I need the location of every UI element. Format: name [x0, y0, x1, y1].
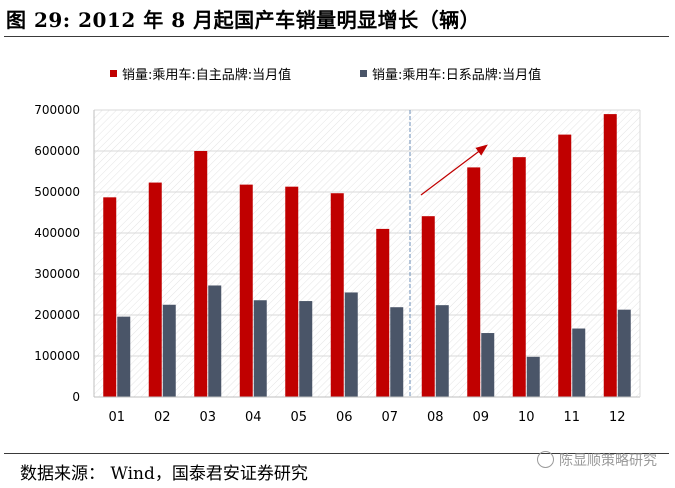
x-tick-label: 02 [154, 410, 171, 425]
bar [481, 333, 495, 397]
bar [239, 184, 253, 397]
legend-label: 销量:乘用车:自主品牌:当月值 [122, 67, 291, 83]
y-tick-label: 300000 [34, 267, 80, 281]
bar [376, 228, 390, 397]
bar [526, 356, 540, 397]
bar [194, 151, 208, 397]
trend-arrow [420, 144, 488, 196]
data-source: 数据来源： Wind，国泰君安证券研究 [20, 464, 308, 484]
bar [162, 304, 176, 397]
legend-label: 销量:乘用车:日系品牌:当月值 [372, 67, 541, 83]
tick-labels: 0 100000 200000 300000 400000 500000 600000 700… [34, 103, 625, 425]
y-tick-label: 600000 [34, 144, 80, 158]
x-tick-label: 05 [290, 410, 307, 425]
bar [148, 182, 162, 397]
watermark: 陈显顺策略研究 [537, 450, 657, 470]
x-tick-label: 01 [108, 410, 125, 425]
figure-title: 图 29: 2012 年 8 月起国产车销量明显增长（辆） [6, 8, 481, 32]
x-tick-label: 07 [381, 410, 398, 425]
bar [603, 114, 617, 397]
y-tick-label: 100000 [34, 349, 80, 363]
bar [117, 316, 131, 397]
bar [208, 285, 222, 397]
x-tick-label: 03 [199, 410, 216, 425]
bar [330, 193, 344, 397]
source-rule [4, 453, 669, 454]
plot-area [94, 110, 640, 397]
wechat-icon [537, 451, 554, 468]
bar [512, 157, 526, 397]
legend-swatch [110, 70, 117, 77]
bar [467, 167, 481, 397]
axes [93, 109, 641, 398]
bar [285, 186, 299, 397]
bar [344, 292, 358, 397]
y-tick-label: 0 [72, 390, 80, 404]
bar [617, 309, 631, 397]
watermark-text: 陈显顺策略研究 [559, 453, 657, 469]
x-tick-label: 04 [245, 410, 262, 425]
y-tick-label: 700000 [34, 103, 80, 117]
y-tick-label: 200000 [34, 308, 80, 322]
bar [103, 197, 117, 397]
bar [299, 301, 313, 397]
bar [435, 305, 449, 397]
legend-swatch [360, 70, 367, 77]
y-tick-label: 500000 [34, 185, 80, 199]
x-tick-label: 08 [427, 410, 444, 425]
y-tick-label: 400000 [34, 226, 80, 240]
x-tick-label: 06 [336, 410, 353, 425]
x-tick-label: 12 [609, 410, 626, 425]
bar [253, 300, 267, 397]
chart-legend: 销量:乘用车:自主品牌:当月值 销量:乘用车:日系品牌:当月值 [110, 67, 541, 83]
x-tick-label: 11 [563, 410, 580, 425]
x-tick-label: 10 [518, 410, 535, 425]
title-rule [4, 36, 669, 37]
bar [572, 328, 586, 397]
bar [421, 216, 435, 397]
bar [558, 134, 572, 397]
bar [390, 307, 404, 397]
bars [103, 114, 631, 397]
x-tick-label: 09 [472, 410, 489, 425]
